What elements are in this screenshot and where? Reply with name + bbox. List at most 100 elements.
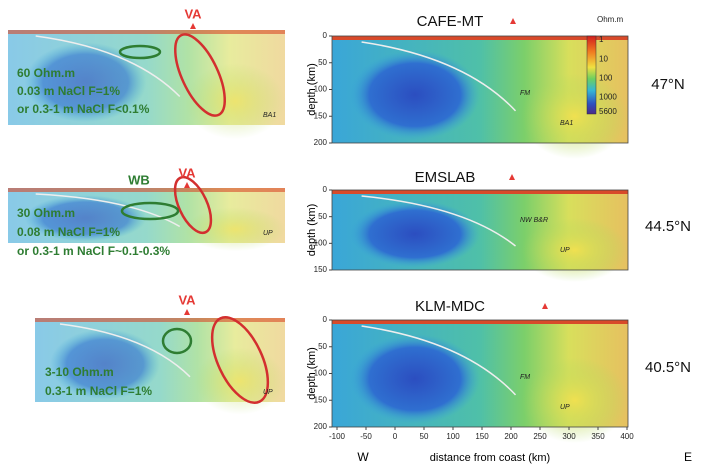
va-outline <box>210 316 270 404</box>
triangle <box>509 174 515 180</box>
west: W <box>357 450 369 464</box>
triangle <box>510 18 516 24</box>
note: 0.03 m NaCl F=1% <box>17 84 120 98</box>
wb-label: WB <box>128 172 150 187</box>
note: 0.08 m NaCl F=1% <box>17 225 120 239</box>
depth-tick-label: 150 <box>314 265 328 274</box>
x-tick-label: 0 <box>393 432 398 441</box>
depth-tick-label: 100 <box>314 85 328 94</box>
triangle <box>184 182 190 188</box>
wb-outline <box>118 44 162 60</box>
frame <box>331 189 629 271</box>
depth-tick-label: 150 <box>314 395 328 404</box>
colorbar-unit: Ohm.m <box>597 15 624 24</box>
note: 0.3-1 m NaCl F=1% <box>45 384 152 398</box>
resistive-high <box>521 73 628 160</box>
east: E <box>684 450 692 464</box>
note: 3-10 Ohm.m <box>45 365 114 379</box>
x-tick-label: 50 <box>420 432 429 441</box>
latitude: 47°N <box>651 76 685 93</box>
colorbar-tick: 1 <box>599 35 604 44</box>
slab <box>35 35 181 98</box>
x-tick-label: 400 <box>620 432 634 441</box>
surface-layer <box>8 188 285 192</box>
x-tick-label: 300 <box>562 432 576 441</box>
note: 60 Ohm.m <box>17 66 75 80</box>
note: or 0.3-1 m NaCl F~0.1-0.3% <box>17 244 170 258</box>
latitude: 44.5°N <box>645 218 691 235</box>
va-outline <box>173 175 213 235</box>
slab <box>59 323 191 378</box>
conductor-low <box>24 195 147 242</box>
panel-title: KLM-MDC <box>415 298 485 315</box>
surface-layer <box>8 30 285 34</box>
conductor-low <box>349 333 480 424</box>
conductor-low <box>349 49 480 140</box>
region-tag: BA1 <box>263 112 276 119</box>
latitude: 40.5°N <box>645 359 691 376</box>
triangle <box>542 303 548 309</box>
depth-tick-label: 100 <box>314 238 328 247</box>
resistive-high <box>521 218 628 282</box>
wb-outline <box>120 201 180 221</box>
slab <box>361 41 517 112</box>
depth-tick-label: 100 <box>314 369 328 378</box>
y-axis-label: depth (km) <box>306 63 318 116</box>
depth-tick-label: 50 <box>318 342 327 351</box>
triangle <box>190 23 196 29</box>
x-tick-label: -50 <box>360 432 372 441</box>
depth-tick-label: 50 <box>318 212 327 221</box>
conductor-low <box>50 328 160 400</box>
note: 30 Ohm.m <box>17 206 75 220</box>
conductor-low <box>349 200 480 268</box>
va-label: VA <box>178 292 196 307</box>
region-tag: UP <box>263 389 273 396</box>
region-tag: UP <box>560 404 570 411</box>
surface-layer <box>332 190 628 194</box>
surface-layer <box>35 318 285 322</box>
depth-tick-label: 150 <box>314 111 328 120</box>
depth-tick-label: 0 <box>323 315 328 324</box>
va-label: VA <box>178 165 196 180</box>
va-outline <box>174 33 226 117</box>
resistive-high <box>521 357 628 444</box>
slab <box>35 193 181 228</box>
colorbar <box>586 35 597 115</box>
panel-title: CAFE-MT <box>417 13 484 30</box>
x-tick-label: -100 <box>329 432 346 441</box>
region-tag: FM <box>520 374 530 381</box>
y-axis-label: depth (km) <box>306 204 318 257</box>
colorbar-tick: 100 <box>599 74 613 83</box>
triangle <box>184 309 190 315</box>
conductor-low <box>24 42 147 123</box>
region-tag: FM <box>520 90 530 97</box>
resistive-high <box>185 63 285 140</box>
depth-tick-label: 50 <box>318 58 327 67</box>
depth-tick-label: 0 <box>323 185 328 194</box>
slab <box>361 195 516 247</box>
note: or 0.3-1 m NaCl F<0.1% <box>17 102 150 116</box>
surface-layer <box>332 320 628 324</box>
depth-tick-label: 200 <box>314 138 328 147</box>
x-tick-label: 200 <box>504 432 518 441</box>
depth-tick-label: 0 <box>323 31 328 40</box>
slab <box>361 325 517 396</box>
region-tag: UP <box>263 230 273 237</box>
panel-title: EMSLAB <box>415 169 476 186</box>
va-label: VA <box>184 6 202 21</box>
region-tag: BA1 <box>560 120 573 127</box>
colorbar-tick: 1000 <box>599 93 617 102</box>
x-tick-label: 350 <box>591 432 605 441</box>
resistive-high <box>195 347 285 415</box>
x-tick-label: 100 <box>446 432 460 441</box>
x-tick-label: 250 <box>533 432 547 441</box>
surface-layer <box>332 36 628 40</box>
x-tick-label: 150 <box>475 432 489 441</box>
region-tag: UP <box>560 247 570 254</box>
region-tag: NW B&R <box>520 217 548 224</box>
colorbar-tick: 5600 <box>599 107 617 116</box>
depth-tick-label: 200 <box>314 422 328 431</box>
y-axis-label: depth (km) <box>306 347 318 400</box>
wb-outline <box>161 327 193 355</box>
